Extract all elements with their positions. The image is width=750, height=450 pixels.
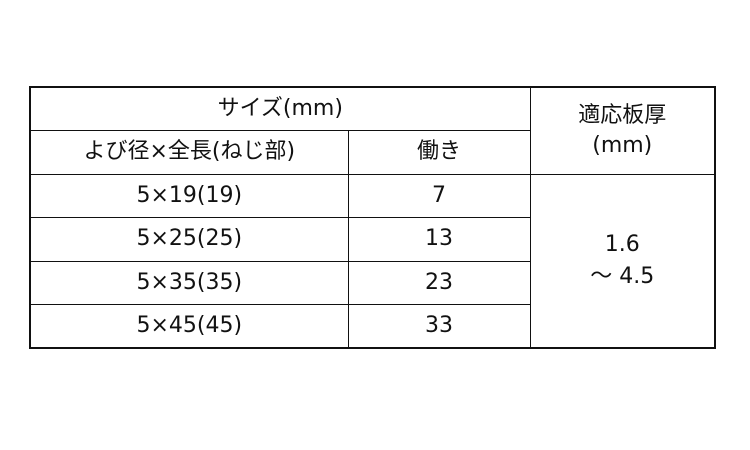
thickness-min: 1.6	[604, 231, 640, 257]
thickness-label: 適応板厚	[578, 102, 667, 128]
diameter-length-header: よび径×全長(ねじ部)	[29, 130, 349, 175]
header-row-2: よび径×全長(ねじ部) 働き	[29, 130, 715, 175]
spec-table: サイズ(mm) 適応板厚 (mm) よび径×全長(ねじ部) 働き 5×19(19…	[29, 86, 716, 349]
size-cell: 5×19(19)	[29, 173, 349, 218]
effective-cell: 13	[347, 217, 531, 262]
thickness-range-cell: 1.6 ～ 4.5	[529, 173, 716, 349]
size-group-header: サイズ(mm)	[29, 86, 531, 131]
effective-cell: 23	[347, 260, 531, 305]
table-row: 5×19(19) 7 1.6 ～ 4.5	[29, 173, 716, 349]
effective-header: 働き	[347, 130, 531, 175]
thickness-header: 適応板厚 (mm)	[529, 86, 716, 175]
effective-cell: 7	[347, 173, 531, 218]
thickness-max: ～ 4.5	[590, 263, 655, 289]
thickness-unit: (mm)	[592, 132, 653, 158]
effective-cell: 33	[347, 304, 531, 349]
size-cell: 5×45(45)	[29, 304, 349, 349]
table-row: 5×35(35) 23	[29, 260, 715, 305]
table-row: 5×45(45) 33	[29, 304, 715, 349]
table-row: 5×25(25) 13	[29, 217, 715, 262]
size-cell: 5×35(35)	[29, 260, 349, 305]
size-cell: 5×25(25)	[29, 217, 349, 262]
header-row-1: サイズ(mm) 適応板厚 (mm)	[29, 86, 716, 175]
